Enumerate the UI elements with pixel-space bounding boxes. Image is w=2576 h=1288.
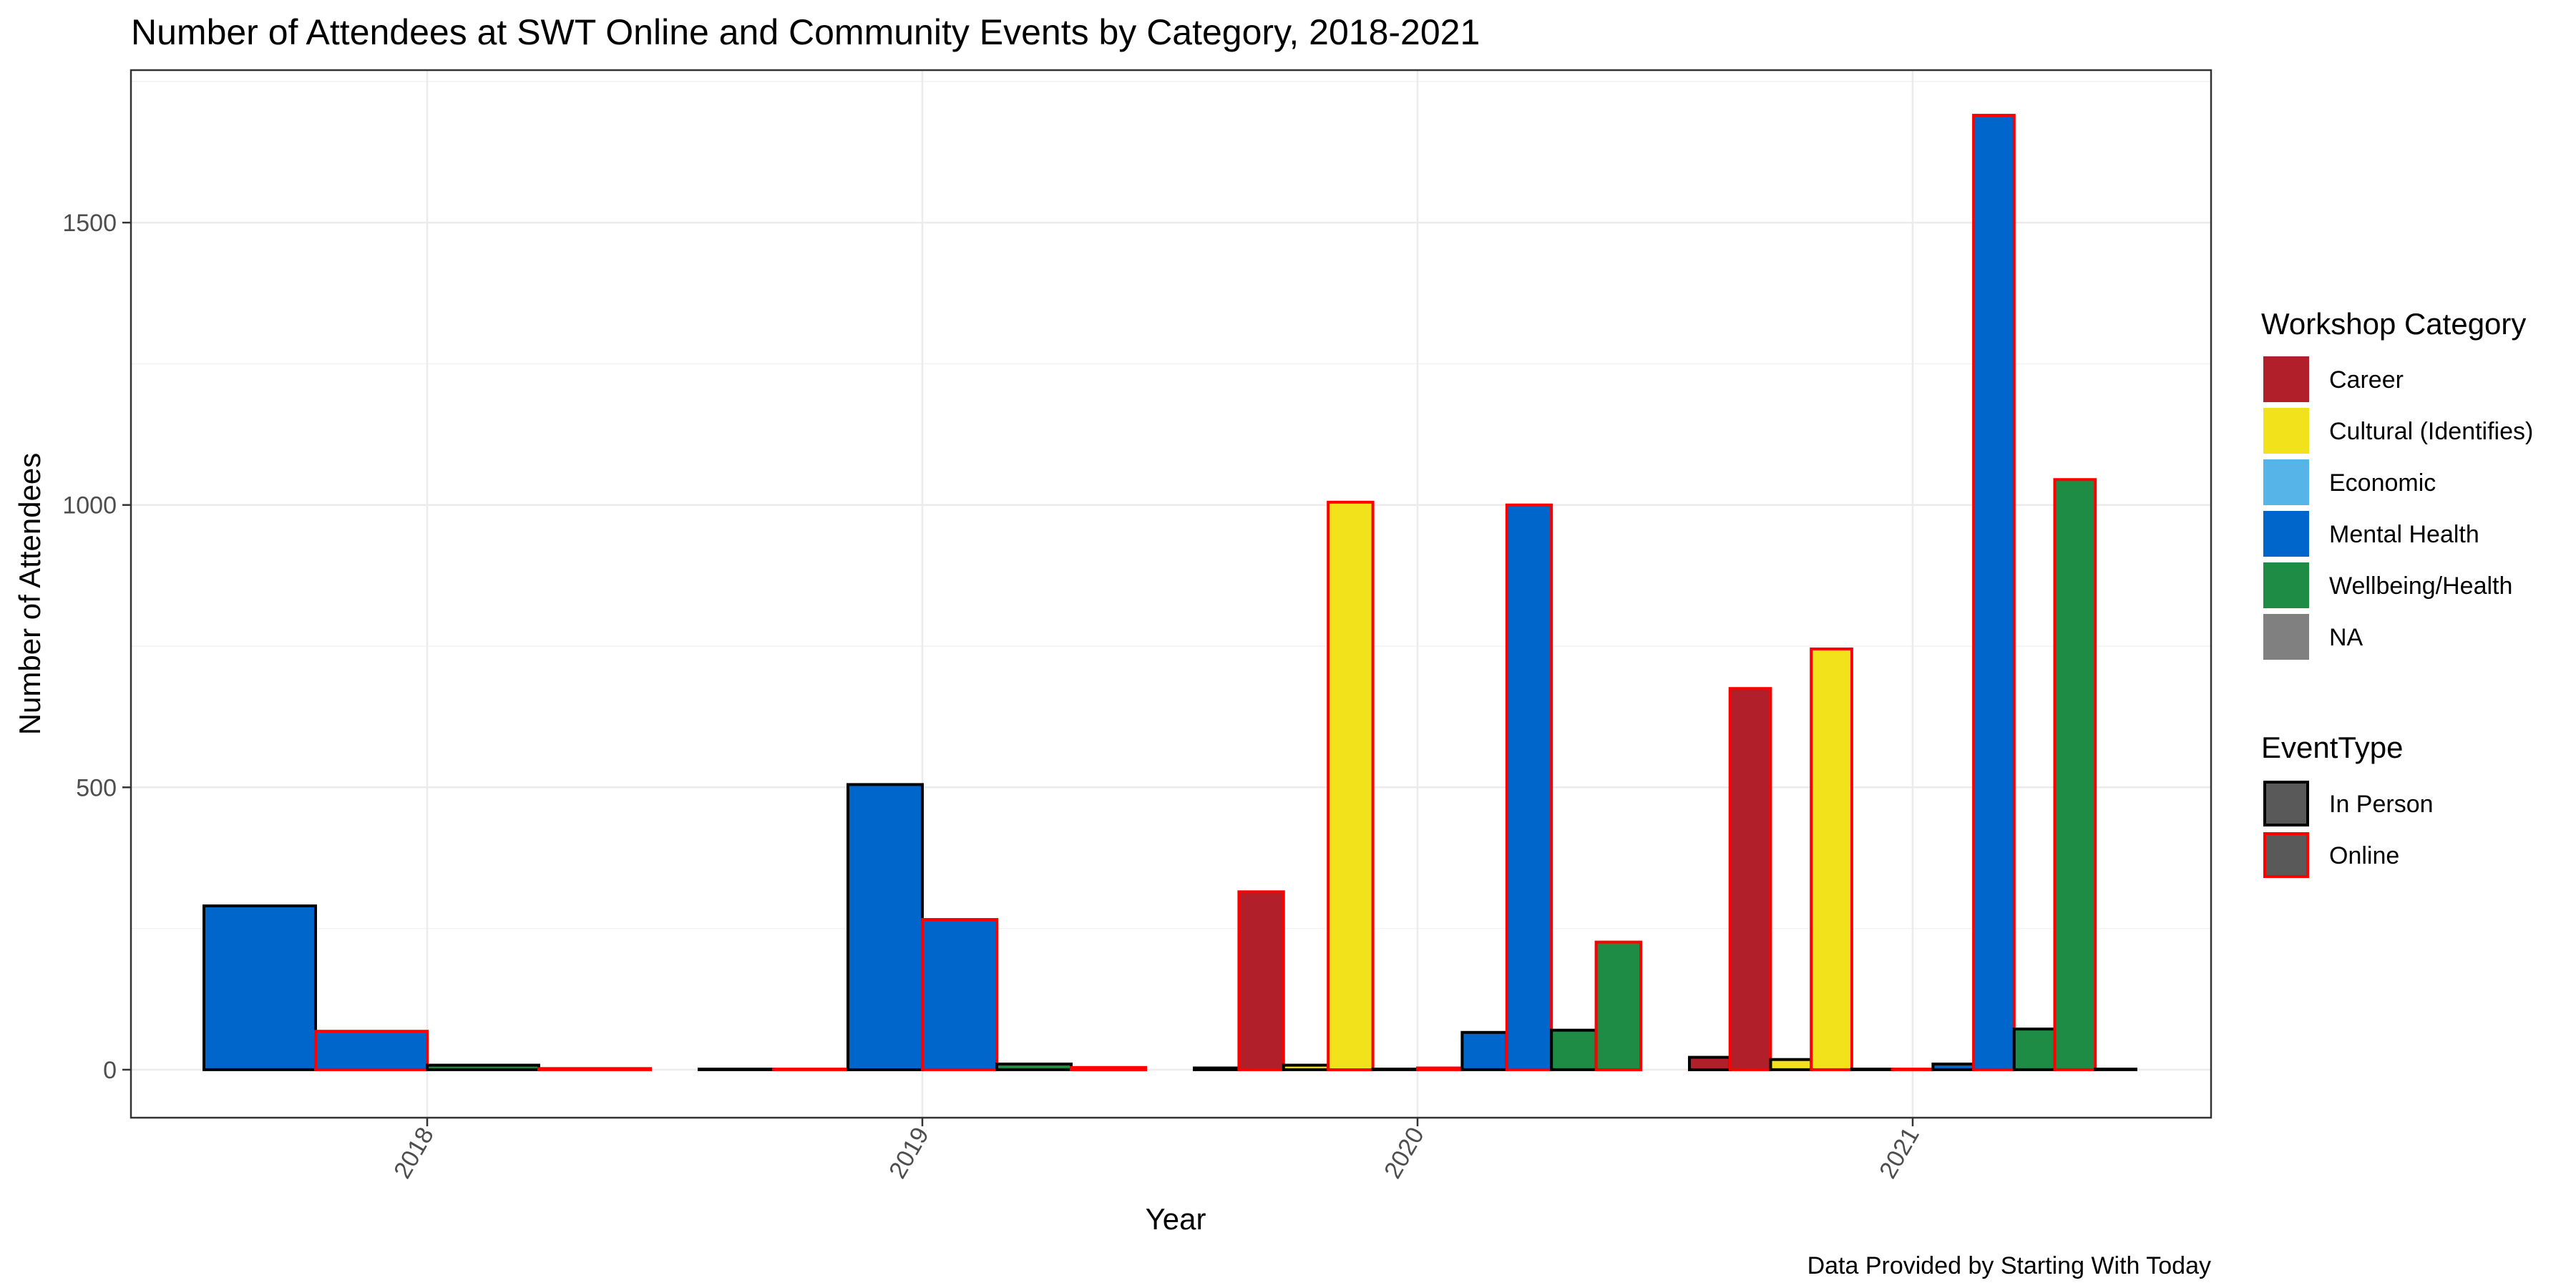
bar-2019-wellbeing-health-in-person (995, 1063, 1073, 1071)
bar-2021-wellbeing-health-online (2053, 478, 2097, 1071)
bar-2018-mental-health-in-person (203, 904, 317, 1071)
legend-label-online: Online (2329, 842, 2399, 869)
bar-2020-economic-in-person (1371, 1068, 1419, 1071)
legend-swatch-in-person (2263, 781, 2309, 826)
bar-2020-cultural-identifies-in-person (1282, 1063, 1330, 1071)
legend-swatch-na (2263, 614, 2309, 660)
bar-2021-mental-health-online (1972, 114, 2016, 1071)
legend-swatch-career (2263, 356, 2309, 402)
chart-title: Number of Attendees at SWT Online and Co… (131, 12, 1480, 52)
y-tick-label: 1500 (62, 210, 117, 237)
bar-2020-cultural-identifies-online (1327, 500, 1375, 1071)
bar-2018-wellbeing-health-online (537, 1067, 652, 1071)
bar-2020-wellbeing-health-online (1594, 940, 1643, 1071)
legend-swatch-online (2263, 832, 2309, 878)
bar-2018-wellbeing-health-in-person (426, 1063, 540, 1071)
plot-border (130, 69, 2212, 1119)
legend-title-workshop-category: Workshop Category (2261, 307, 2526, 341)
legend-title-event-type: EventType (2261, 731, 2403, 764)
bar-2020-mental-health-in-person (1460, 1030, 1508, 1071)
x-tick-label-2018: 2018 (389, 1123, 439, 1184)
bar-2019-economic-online (772, 1068, 849, 1071)
bar-2021-economic-online (1890, 1068, 1935, 1071)
bar-2019-economic-in-person (698, 1068, 775, 1071)
bar-2019-mental-health-online (921, 918, 998, 1071)
bar-2019-mental-health-in-person (847, 783, 924, 1072)
bar-2021-mental-health-in-person (1931, 1063, 1976, 1071)
x-tick-label-2020: 2020 (1379, 1123, 1430, 1184)
bar-2021-wellbeing-health-in-person (2012, 1028, 2057, 1071)
legend-event-type-items: In Person Online (2263, 781, 2434, 878)
legend: Workshop Category Career Cultural (Identi… (2261, 307, 2533, 878)
bar-2020-wellbeing-health-in-person (1550, 1028, 1598, 1071)
legend-label-cultural-identifies: Cultural (Identifies) (2329, 418, 2533, 445)
legend-swatch-economic (2263, 459, 2309, 505)
bar-2021-economic-in-person (1850, 1068, 1894, 1071)
x-axis-title: Year (1146, 1202, 1206, 1236)
x-tick-label-2021: 2021 (1874, 1123, 1925, 1184)
bar-2021-cultural-identifies-in-person (1769, 1058, 1813, 1071)
bar-2021-cultural-identifies-online (1810, 647, 1853, 1071)
legend-label-economic: Economic (2329, 469, 2436, 497)
plot-background (131, 70, 2211, 1118)
y-tick-label: 500 (76, 774, 117, 801)
bar-2018-mental-health-online (314, 1030, 429, 1071)
y-axis: 0 500 1000 1500 (62, 210, 131, 1084)
y-tick-label: 1000 (62, 492, 117, 519)
bar-2020-career-online (1237, 890, 1285, 1071)
bar-2020-mental-health-online (1505, 503, 1553, 1071)
legend-label-na: NA (2329, 624, 2363, 651)
bar-2020-career-in-person (1193, 1066, 1241, 1071)
legend-workshop-category-items: Career Cultural (Identifies) Economic Menta… (2263, 356, 2533, 660)
legend-swatch-cultural-identifies (2263, 408, 2309, 454)
legend-swatch-mental-health (2263, 511, 2309, 557)
bar-2019-wellbeing-health-online (1070, 1065, 1147, 1072)
x-tick-label-2019: 2019 (884, 1123, 935, 1184)
caption: Data Provided by Starting With Today (1807, 1252, 2211, 1279)
legend-label-wellbeing-health: Wellbeing/Health (2329, 572, 2512, 600)
bar-2021-na-in-person (2094, 1068, 2138, 1071)
legend-label-mental-health: Mental Health (2329, 521, 2479, 548)
y-axis-title: Number of Attendees (13, 453, 47, 736)
legend-label-in-person: In Person (2329, 791, 2434, 818)
x-axis: 2018 2019 2020 2021 (389, 1118, 1925, 1184)
bar-2021-career-in-person (1688, 1055, 1732, 1071)
bar-2021-career-online (1728, 687, 1772, 1071)
y-tick-label: 0 (103, 1057, 117, 1084)
bar-2020-economic-online (1416, 1066, 1464, 1071)
bars (203, 114, 2138, 1072)
legend-label-career: Career (2329, 366, 2404, 394)
legend-swatch-wellbeing-health (2263, 562, 2309, 608)
